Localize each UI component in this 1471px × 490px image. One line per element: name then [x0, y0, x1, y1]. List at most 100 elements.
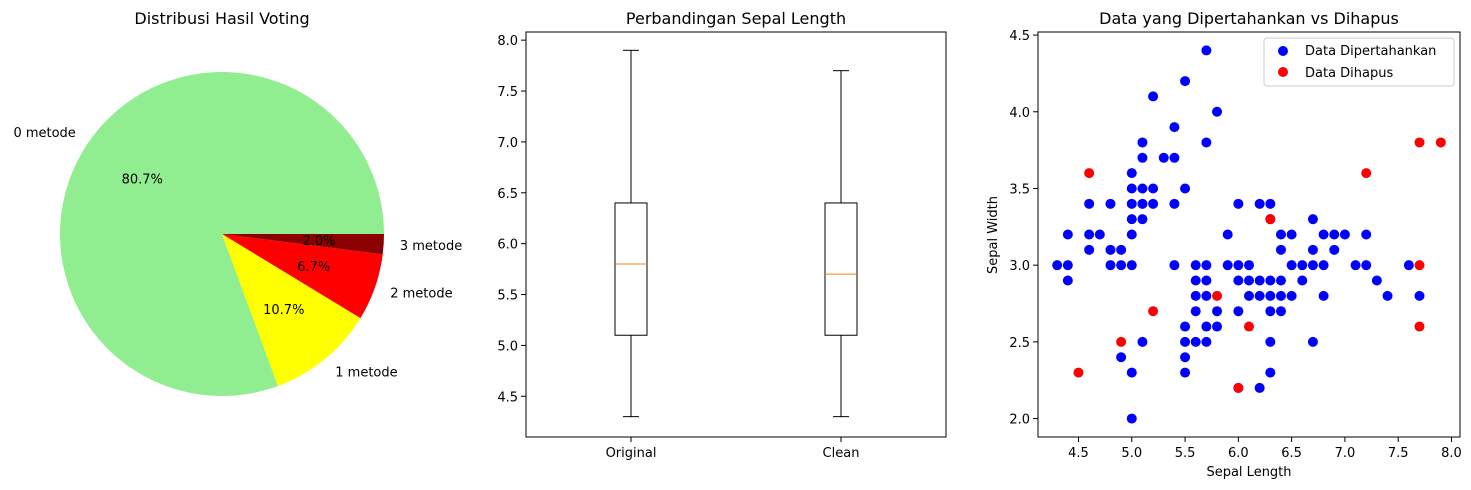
scatter-point-kept	[1297, 275, 1308, 286]
pie-slice-0	[60, 72, 385, 397]
scatter-point-kept	[1190, 275, 1201, 286]
scatter-point-kept	[1275, 290, 1286, 301]
legend-label-kept: Data Dipertahankan	[1305, 44, 1436, 59]
scatter-points	[1052, 45, 1446, 424]
box-x-ticks: Original Clean	[606, 437, 860, 461]
scatter-point-kept	[1126, 229, 1137, 240]
scatter-point-kept	[1062, 229, 1073, 240]
box-title: Perbandingan Sepal Length	[626, 9, 846, 28]
scatter-point-removed	[1414, 137, 1425, 148]
pie-pct-label-2: 6.7%	[297, 260, 330, 275]
scatter-point-kept	[1244, 290, 1254, 301]
scatter-point-kept	[1212, 306, 1223, 317]
scatter-point-kept	[1148, 198, 1159, 209]
scatter-point-kept	[1286, 260, 1297, 271]
scatter-xtick-label: 6.5	[1281, 446, 1302, 461]
scatter-point-kept	[1286, 229, 1297, 240]
scatter-point-kept	[1201, 260, 1212, 271]
box-ytick-label: 6.0	[497, 238, 518, 253]
scatter-point-kept	[1190, 290, 1201, 301]
box-plot: Perbandingan Sepal Length 4.5 5.0 5.5 6.0 6.…	[497, 9, 947, 461]
scatter-xlabel: Sepal Length	[1206, 465, 1291, 480]
scatter-point-kept	[1180, 352, 1191, 363]
scatter-point-kept	[1052, 260, 1063, 271]
scatter-point-kept	[1190, 306, 1201, 317]
scatter-point-kept	[1084, 229, 1095, 240]
box-xtick-label: Clean	[823, 446, 860, 461]
box-axes-frame	[525, 31, 947, 438]
scatter-point-kept	[1275, 275, 1286, 286]
scatter-point-kept	[1254, 198, 1265, 209]
pie-slice-3	[222, 234, 384, 255]
scatter-point-kept	[1126, 198, 1137, 209]
scatter-point-kept	[1116, 352, 1127, 363]
scatter-point-kept	[1126, 260, 1137, 271]
scatter-point-kept	[1158, 152, 1169, 163]
scatter-point-kept	[1265, 367, 1276, 378]
pie-pct-label-1: 10.7%	[263, 303, 304, 318]
scatter-point-removed	[1073, 367, 1084, 378]
scatter-point-kept	[1201, 321, 1212, 332]
scatter-ytick-label: 3.5	[1009, 182, 1030, 197]
scatter-point-removed	[1084, 168, 1095, 179]
box-xtick-label: Original	[606, 446, 657, 461]
box-ytick-label: 6.5	[497, 187, 518, 202]
box-iqr-0	[614, 202, 648, 336]
scatter-point-kept	[1201, 336, 1212, 347]
scatter-point-kept	[1318, 260, 1329, 271]
scatter-xtick-label: 7.0	[1335, 446, 1356, 461]
scatter-point-kept	[1254, 382, 1265, 393]
box-ytick-label: 4.5	[497, 390, 518, 405]
scatter-y-ticks: 2.0 2.5 3.0 3.5 4.0 4.5	[1009, 29, 1038, 428]
box-marks	[614, 49, 858, 418]
scatter-point-removed	[1361, 168, 1372, 179]
scatter-point-kept	[1265, 275, 1276, 286]
scatter-ytick-label: 3.0	[1009, 259, 1030, 274]
scatter-plot: Data yang Dipertahankan vs Dihapus 2.02.…	[986, 9, 1462, 480]
scatter-point-kept	[1137, 137, 1148, 148]
scatter-xtick-label: 4.5	[1068, 446, 1089, 461]
scatter-x-ticks: 4.5 5.0 5.5 6.0 6.5 7.0 7.5 8.0	[1068, 437, 1462, 461]
box-ytick-label: 7.0	[497, 136, 518, 151]
box-iqr-1	[824, 202, 858, 336]
scatter-point-kept	[1126, 367, 1137, 378]
scatter-legend: Data Dipertahankan Data Dihapus	[1263, 37, 1455, 87]
scatter-xtick-label: 5.0	[1121, 446, 1142, 461]
scatter-point-kept	[1244, 275, 1254, 286]
scatter-point-kept	[1105, 198, 1116, 209]
scatter-point-kept	[1201, 290, 1212, 301]
scatter-point-kept	[1180, 76, 1191, 87]
scatter-point-removed	[1414, 321, 1425, 332]
legend-frame	[1263, 37, 1455, 87]
scatter-point-kept	[1350, 260, 1361, 271]
scatter-point-kept	[1275, 306, 1286, 317]
legend-marker-kept	[1278, 46, 1288, 56]
pie-title: Distribusi Hasil Voting	[134, 9, 309, 28]
pie-label-1: 1 metode	[335, 366, 397, 381]
scatter-point-kept	[1116, 244, 1127, 255]
scatter-point-kept	[1265, 306, 1276, 317]
scatter-point-kept	[1094, 229, 1105, 240]
scatter-point-kept	[1297, 260, 1308, 271]
scatter-point-kept	[1222, 260, 1233, 271]
scatter-point-kept	[1233, 275, 1244, 286]
scatter-point-kept	[1329, 229, 1340, 240]
scatter-point-kept	[1212, 321, 1223, 332]
scatter-ylabel: Sepal Width	[986, 196, 1001, 274]
box-ytick-label: 5.0	[497, 339, 518, 354]
pie-slice-2	[222, 234, 383, 319]
scatter-point-kept	[1190, 260, 1201, 271]
pie-slice-1	[222, 234, 361, 387]
scatter-point-kept	[1148, 91, 1159, 102]
pie-label-0: 0 metode	[13, 126, 75, 141]
pie-pct-label-3: 2.0%	[302, 234, 335, 249]
scatter-point-kept	[1116, 260, 1127, 271]
scatter-point-kept	[1329, 244, 1340, 255]
scatter-xtick-label: 8.0	[1441, 446, 1462, 461]
scatter-point-kept	[1201, 137, 1212, 148]
box-ytick-label: 8.0	[497, 34, 518, 49]
scatter-point-kept	[1361, 260, 1372, 271]
scatter-point-kept	[1403, 260, 1414, 271]
scatter-point-kept	[1307, 336, 1318, 347]
scatter-point-kept	[1265, 198, 1276, 209]
